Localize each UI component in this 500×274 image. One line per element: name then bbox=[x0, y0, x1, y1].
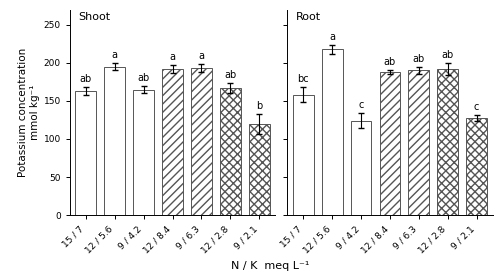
Text: ab: ab bbox=[138, 73, 150, 83]
Bar bbox=[438, 69, 458, 215]
Bar bbox=[380, 72, 400, 215]
Text: a: a bbox=[112, 50, 118, 60]
Text: b: b bbox=[256, 101, 262, 111]
Bar bbox=[249, 124, 270, 215]
Text: a: a bbox=[329, 32, 335, 42]
Text: ab: ab bbox=[384, 57, 396, 67]
Legend: Balance 2.14, Balance 1.43, Balance 4.29: Balance 2.14, Balance 1.43, Balance 4.29 bbox=[371, 12, 465, 55]
Text: ab: ab bbox=[442, 50, 454, 60]
Text: ab: ab bbox=[412, 54, 425, 64]
Text: ab: ab bbox=[80, 74, 92, 84]
Text: a: a bbox=[198, 51, 204, 61]
Bar bbox=[191, 68, 212, 215]
Text: c: c bbox=[358, 100, 364, 110]
Bar bbox=[350, 121, 372, 215]
Text: N / K  meq L⁻¹: N / K meq L⁻¹ bbox=[231, 261, 309, 271]
Bar bbox=[162, 69, 183, 215]
Bar bbox=[76, 91, 96, 215]
Text: c: c bbox=[474, 102, 480, 112]
Bar bbox=[466, 118, 487, 215]
Bar bbox=[220, 88, 240, 215]
Bar bbox=[134, 90, 154, 215]
Bar bbox=[293, 95, 314, 215]
Bar bbox=[408, 70, 429, 215]
Bar bbox=[104, 67, 125, 215]
Text: a: a bbox=[170, 52, 175, 62]
Text: Shoot: Shoot bbox=[78, 12, 110, 22]
Bar bbox=[322, 49, 342, 215]
Text: bc: bc bbox=[298, 74, 309, 84]
Text: ab: ab bbox=[224, 70, 236, 80]
Y-axis label: Potassium concentration
mmol kg⁻¹: Potassium concentration mmol kg⁻¹ bbox=[18, 48, 40, 177]
Text: Root: Root bbox=[296, 12, 320, 22]
